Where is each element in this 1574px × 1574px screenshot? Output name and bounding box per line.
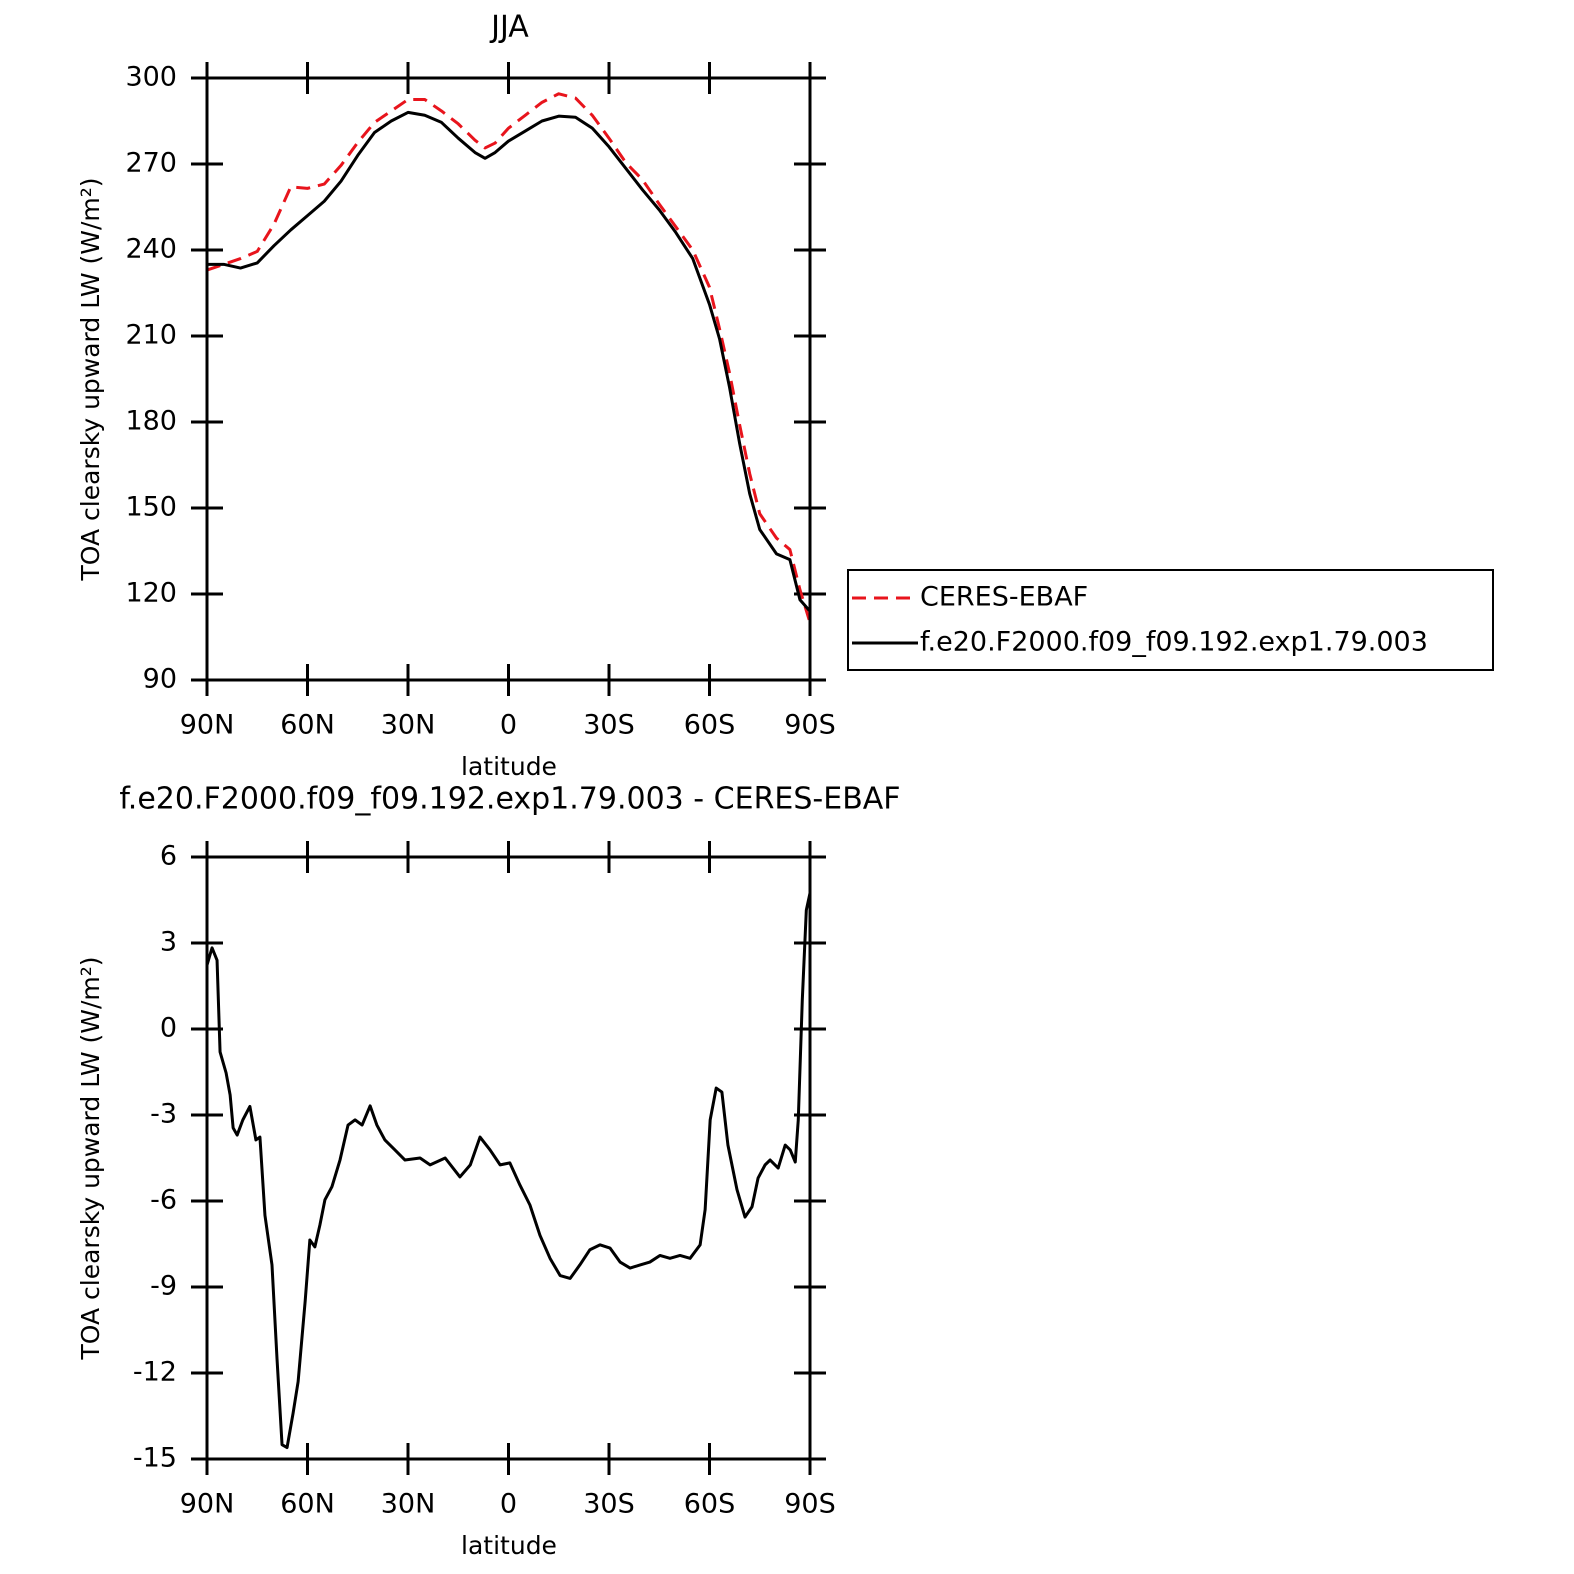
x-axis-label: latitude	[461, 752, 557, 781]
data-line	[207, 110, 812, 613]
y-tick-label: 150	[125, 492, 177, 523]
x-tick-label: 90N	[180, 1489, 235, 1520]
y-tick-label: 3	[160, 927, 177, 958]
x-tick-label: 90S	[784, 1489, 836, 1520]
x-tick-label: 60S	[684, 1489, 736, 1520]
chart-title: f.e20.F2000.f09_f09.192.exp1.79.003 - CE…	[119, 782, 900, 817]
y-axis-label: TOA clearsky upward LW (W/m²)	[76, 956, 105, 1360]
plot-frame	[205, 855, 812, 1461]
x-tick-label: 0	[500, 710, 517, 741]
legend-label: CERES-EBAF	[920, 582, 1088, 613]
y-tick-label: -9	[150, 1271, 177, 1302]
x-tick-label: 90S	[784, 710, 836, 741]
y-tick-label: 300	[125, 62, 177, 93]
legend-label: f.e20.F2000.f09_f09.192.exp1.79.003	[920, 627, 1428, 658]
y-tick-label: -6	[150, 1185, 177, 1216]
x-tick-label: 30S	[583, 710, 635, 741]
y-tick-label: -15	[133, 1443, 177, 1474]
y-axis-label: TOA clearsky upward LW (W/m²)	[76, 177, 105, 581]
y-tick-label: 240	[125, 234, 177, 265]
legend-box	[847, 569, 1494, 671]
x-tick-label: 60N	[280, 1489, 335, 1520]
y-tick-label: 210	[125, 320, 177, 351]
data-line	[205, 892, 812, 1450]
y-tick-label: 180	[125, 406, 177, 437]
data-line	[206, 92, 812, 624]
y-tick-label: 270	[125, 148, 177, 179]
x-tick-label: 30N	[381, 710, 436, 741]
y-tick-label: 6	[160, 841, 177, 872]
x-tick-label: 30N	[381, 1489, 436, 1520]
y-tick-label: -3	[150, 1099, 177, 1130]
y-tick-label: 0	[160, 1013, 177, 1044]
y-tick-label: 90	[143, 664, 177, 695]
chart-title: JJA	[489, 10, 529, 45]
x-tick-label: 60S	[684, 710, 736, 741]
y-tick-label: 120	[125, 578, 177, 609]
plot-frame	[205, 76, 812, 682]
x-tick-label: 90N	[180, 710, 235, 741]
x-tick-label: 0	[500, 1489, 517, 1520]
x-tick-label: 60N	[280, 710, 335, 741]
y-tick-label: -12	[133, 1357, 177, 1388]
x-axis-label: latitude	[461, 1531, 557, 1560]
x-tick-label: 30S	[583, 1489, 635, 1520]
